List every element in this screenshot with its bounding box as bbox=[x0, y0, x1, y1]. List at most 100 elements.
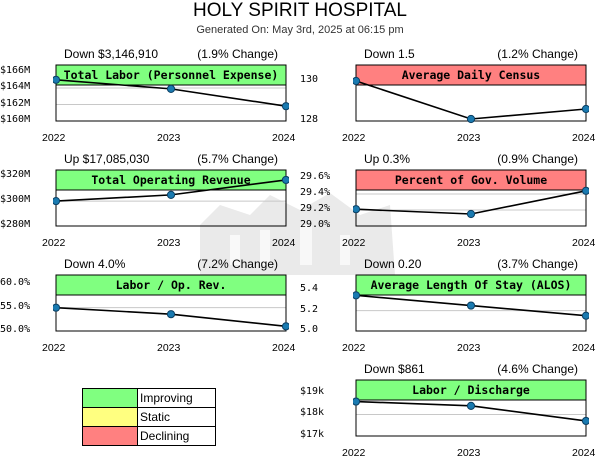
legend-item-improving: Improving bbox=[82, 388, 216, 408]
data-point bbox=[281, 102, 289, 111]
change-amount: Down 4.0% bbox=[64, 257, 126, 271]
legend-item-declining: Declining bbox=[82, 427, 216, 446]
y-tick-label: $19k bbox=[300, 385, 325, 397]
metric-panel: Down 1.5 (1.2% Change) 130 128 Average Daily… bbox=[300, 47, 595, 152]
legend-swatch-declining bbox=[83, 427, 138, 445]
data-point bbox=[53, 75, 61, 84]
metric-title-banner bbox=[355, 64, 587, 86]
y-tick-label: $18k bbox=[300, 407, 325, 419]
x-tick-label: 2024 bbox=[572, 447, 596, 459]
metric-title: Total Operating Revenue bbox=[91, 173, 250, 187]
y-tick-label: 130 bbox=[300, 74, 319, 85]
change-amount: Up $17,085,030 bbox=[64, 152, 150, 166]
x-tick-label: 2023 bbox=[457, 447, 481, 459]
x-tick-label: 2024 bbox=[272, 342, 296, 354]
line-chart: Labor / Op. Rev. bbox=[53, 274, 289, 332]
legend-label: Declining bbox=[140, 429, 190, 443]
change-percent: (5.7% Change) bbox=[197, 152, 278, 166]
y-tick-label: $164M bbox=[0, 81, 31, 93]
change-percent: (7.2% Change) bbox=[197, 257, 278, 271]
data-point bbox=[466, 401, 476, 410]
x-tick-label: 2022 bbox=[342, 447, 366, 459]
change-amount: Down 0.20 bbox=[364, 257, 422, 271]
data-point bbox=[581, 416, 589, 426]
data-point bbox=[281, 175, 289, 185]
y-tick-label: $162M bbox=[0, 97, 31, 109]
data-point bbox=[353, 76, 361, 86]
metric-panel: Down $861 (4.6% Change) $19k $18k $17k Labor … bbox=[300, 362, 595, 467]
line-chart: Average Daily Census bbox=[353, 64, 589, 124]
legend-swatch-static bbox=[83, 408, 138, 426]
data-point bbox=[466, 301, 476, 310]
change-amount: Up 0.3% bbox=[364, 152, 411, 166]
x-tick-label: 2022 bbox=[342, 132, 366, 144]
legend-label: Improving bbox=[140, 391, 193, 405]
y-tick-label: 60.0% bbox=[0, 277, 31, 289]
y-tick-label: $320M bbox=[0, 169, 31, 181]
data-point bbox=[53, 197, 61, 206]
data-point bbox=[166, 84, 176, 93]
x-tick-label: 2023 bbox=[457, 132, 481, 144]
x-tick-label: 2024 bbox=[572, 237, 596, 249]
x-tick-label: 2023 bbox=[457, 342, 481, 354]
y-tick-label: 29.6% bbox=[300, 171, 331, 182]
metric-title-banner bbox=[55, 274, 287, 296]
generated-timestamp: Generated On: May 3rd, 2025 at 06:15 pm bbox=[196, 24, 404, 36]
change-amount: Down 1.5 bbox=[364, 47, 415, 61]
x-tick-label: 2024 bbox=[272, 237, 296, 249]
x-tick-label: 2022 bbox=[342, 342, 366, 354]
line-chart: Total Operating Revenue bbox=[53, 169, 289, 227]
data-point bbox=[281, 322, 289, 331]
data-point bbox=[166, 190, 176, 199]
y-tick-label: 29.0% bbox=[300, 219, 331, 230]
metric-panel: Down 4.0% (7.2% Change) 60.0% 55.0% 50.0% Lab… bbox=[0, 257, 295, 362]
x-tick-label: 2023 bbox=[457, 237, 481, 249]
x-tick-label: 2022 bbox=[42, 342, 66, 354]
y-tick-label: $280M bbox=[0, 219, 31, 230]
x-tick-label: 2022 bbox=[42, 237, 66, 249]
x-tick-label: 2024 bbox=[572, 132, 596, 144]
change-amount: Down $3,146,910 bbox=[64, 47, 159, 61]
metric-title-banner bbox=[355, 169, 587, 191]
y-tick-label: 29.4% bbox=[300, 187, 331, 198]
line-chart: Labor / Discharge bbox=[353, 379, 589, 437]
x-tick-label: 2023 bbox=[157, 132, 181, 144]
metric-title-banner bbox=[355, 379, 587, 401]
change-percent: (3.7% Change) bbox=[497, 257, 578, 271]
x-tick-label: 2023 bbox=[157, 342, 181, 354]
y-tick-label: $17k bbox=[300, 429, 325, 440]
line-chart: Total Labor (Personnel Expense) bbox=[53, 64, 289, 122]
data-point bbox=[53, 303, 61, 312]
y-tick-label: $166M bbox=[0, 64, 31, 76]
y-tick-label: 5.4 bbox=[300, 283, 319, 295]
hospital-watermark-logo bbox=[200, 193, 395, 275]
x-tick-label: 2024 bbox=[572, 342, 596, 354]
metric-panel: Up 0.3% (0.9% Change) 29.6% 29.4% 29.2% 29.0%… bbox=[300, 152, 595, 257]
y-tick-label: 5.2 bbox=[300, 303, 319, 315]
data-point bbox=[166, 310, 176, 319]
metric-title: Average Daily Census bbox=[402, 68, 540, 82]
metric-title: Labor / Op. Rev. bbox=[116, 278, 227, 292]
metric-title: Percent of Gov. Volume bbox=[395, 173, 547, 187]
legend-label: Static bbox=[140, 410, 171, 424]
x-tick-label: 2022 bbox=[342, 237, 366, 249]
change-percent: (1.9% Change) bbox=[197, 47, 278, 61]
change-amount: Down $861 bbox=[364, 362, 425, 376]
data-point bbox=[466, 114, 476, 124]
change-percent: (4.6% Change) bbox=[497, 362, 578, 376]
data-point bbox=[353, 205, 361, 214]
change-percent: (1.2% Change) bbox=[497, 47, 578, 61]
data-point bbox=[353, 397, 361, 406]
data-point bbox=[581, 186, 589, 195]
series-line bbox=[355, 80, 587, 120]
data-point bbox=[581, 104, 589, 114]
metric-title: Average Length Of Stay (ALOS) bbox=[371, 278, 572, 292]
metric-panel: Down $3,146,910 (1.9% Change) $166M $164M $1… bbox=[0, 47, 295, 152]
legend-item-static: Static bbox=[82, 408, 216, 427]
data-point bbox=[466, 209, 476, 219]
metric-panel: Up $17,085,030 (5.7% Change) $320M $300M $28… bbox=[0, 152, 295, 257]
y-tick-label: 50.0% bbox=[0, 324, 31, 335]
y-tick-label: 5.0 bbox=[300, 324, 319, 335]
y-tick-label: $160M bbox=[0, 114, 31, 125]
y-tick-label: 29.2% bbox=[300, 203, 331, 214]
